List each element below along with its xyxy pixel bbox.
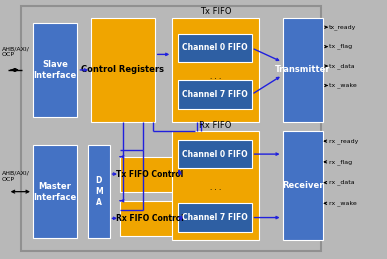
Bar [172,131,259,240]
Text: Transmitter: Transmitter [275,66,330,74]
Text: rx _flag: rx _flag [329,159,352,165]
Bar [88,145,110,238]
Text: rx _data: rx _data [329,180,354,185]
Text: AHB/AXI/
OCP: AHB/AXI/ OCP [2,46,30,57]
Text: Channel 7 FIFO: Channel 7 FIFO [182,90,248,99]
Bar [120,157,180,192]
Bar [178,80,252,109]
Bar [172,18,259,122]
Text: Channel 0 FIFO: Channel 0 FIFO [182,44,248,52]
Text: tx _wake: tx _wake [329,83,357,88]
Text: D
M
A: D M A [95,176,103,207]
Text: Receiver: Receiver [282,181,324,190]
Text: tx_ready: tx_ready [329,24,356,30]
Text: Tx FIFO Control: Tx FIFO Control [116,170,183,179]
Text: tx _flag: tx _flag [329,44,352,49]
Bar [120,201,180,236]
Text: Tx FIFO: Tx FIFO [200,7,231,16]
Text: rx _wake: rx _wake [329,200,357,206]
Text: Master
Interface: Master Interface [34,182,77,202]
Text: Rx FIFO Control: Rx FIFO Control [116,214,184,223]
Bar [91,18,155,122]
Text: Rx FIFO: Rx FIFO [199,121,232,130]
Bar [283,131,323,240]
Text: Control Registers: Control Registers [81,66,164,74]
Bar [178,34,252,62]
Text: tx _data: tx _data [329,63,354,69]
Bar [33,145,77,238]
Bar [21,6,321,251]
Bar [178,140,252,168]
Text: . . .: . . . [210,74,221,80]
Text: Channel 0 FIFO: Channel 0 FIFO [182,150,248,159]
Text: Channel 7 FIFO: Channel 7 FIFO [182,213,248,222]
Text: Slave
Interface: Slave Interface [34,60,77,80]
Bar [178,203,252,232]
Text: rx _ready: rx _ready [329,138,358,144]
Text: AHB/AXI/
OCP: AHB/AXI/ OCP [2,171,30,182]
Bar [283,18,323,122]
Text: . . .: . . . [210,184,221,191]
Bar [33,23,77,117]
